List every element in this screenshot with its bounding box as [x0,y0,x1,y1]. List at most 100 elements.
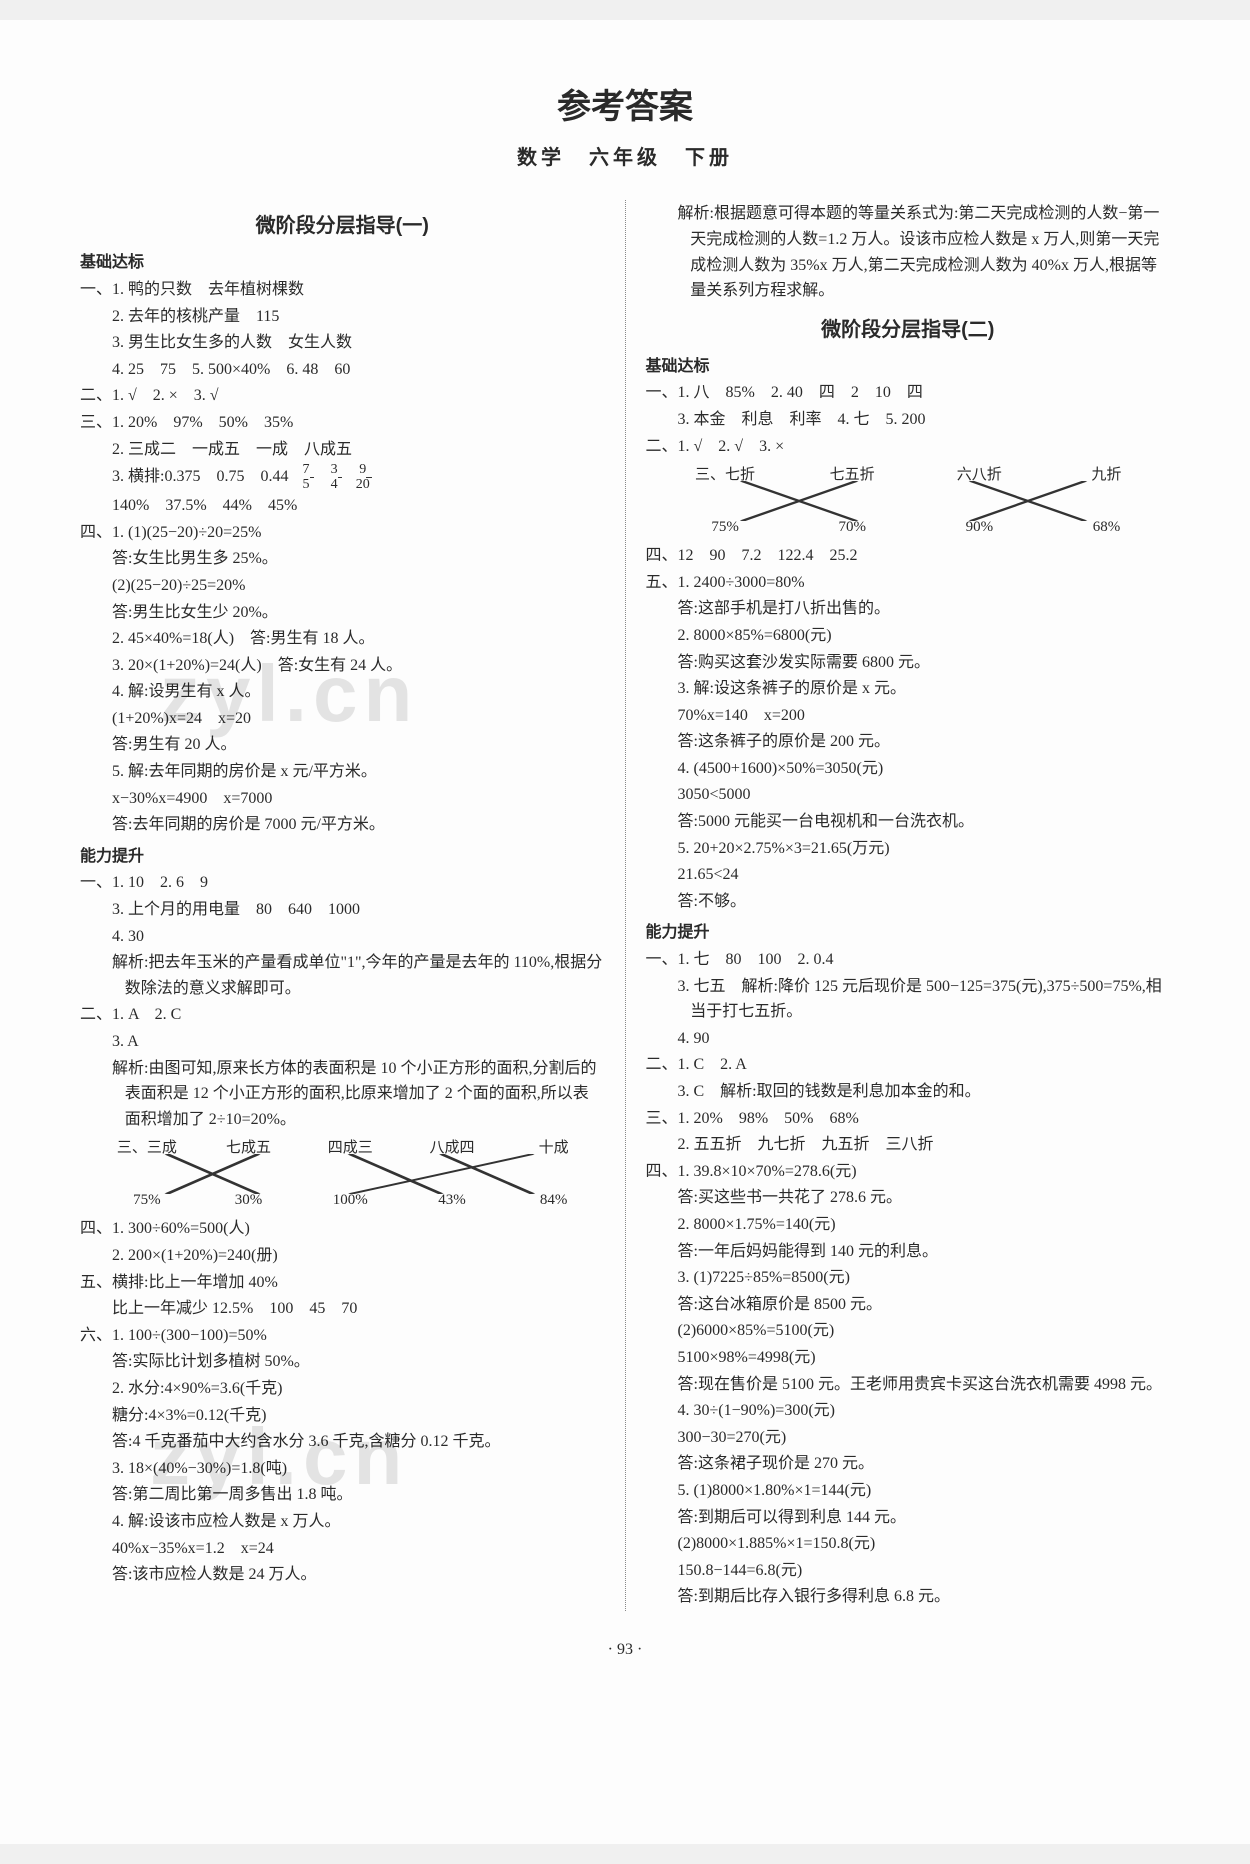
answer-line: 答:5000 元能买一台电视机和一台洗衣机。 [646,809,1171,835]
left-column: 微阶段分层指导(一) 基础达标 一、1. 鸭的只数 去年植树棵数 2. 去年的核… [80,200,605,1611]
diagram-label: 43% [401,1188,503,1212]
answer-line: 答:不够。 [646,889,1171,915]
answer-line: (2)8000×1.885%×1=150.8(元) [646,1531,1171,1557]
answer-line: 比上一年减少 12.5% 100 45 70 [80,1296,605,1322]
two-column-layout: 微阶段分层指导(一) 基础达标 一、1. 鸭的只数 去年植树棵数 2. 去年的核… [80,200,1170,1611]
answer-line: 四、1. (1)(25−20)÷20=25% [80,520,605,546]
answer-line: 答:实际比计划多植树 50%。 [80,1349,605,1375]
answer-line: 四、1. 300÷60%=500(人) [80,1216,605,1242]
answer-line: 二、1. √ 2. √ 3. × [646,434,1171,460]
heading-jichu-2: 基础达标 [646,354,1171,380]
diagram-label: 100% [299,1188,401,1212]
answer-line: 3. 男生比女生多的人数 女生人数 [80,330,605,356]
answer-line: 140% 37.5% 44% 45% [80,493,605,519]
answer-line: 答:买这些书一共花了 278.6 元。 [646,1185,1171,1211]
analysis-text: 解析:由图可知,原来长方体的表面积是 10 个小正方形的面积,分割后的表面积是 … [80,1056,605,1133]
text: 3. 七五 解析:降价 125 元后现价是 500−125=375(元),375… [678,978,1162,1021]
answer-line: x−30%x=4900 x=7000 [80,786,605,812]
answer-line: 一、1. 鸭的只数 去年植树棵数 [80,277,605,303]
answer-line: 2. 8000×85%=6800(元) [646,623,1171,649]
answer-line: 答:一年后妈妈能得到 140 元的利息。 [646,1239,1171,1265]
text: 3. 横排:0.375 0.75 0.44 [112,468,304,485]
answer-line: 三、1. 20% 97% 50% 35% [80,410,605,436]
analysis-text: 解析:把去年玉米的产量看成单位"1",今年的产量是去年的 110%,根据分数除法… [80,950,605,1001]
answer-line: 答:男生有 20 人。 [80,732,605,758]
answer-line: 2. 三成二 一成五 一成 八成五 [80,437,605,463]
heading-nengli-2: 能力提升 [646,920,1171,946]
diagram-label: 30% [198,1188,300,1212]
answer-line: 3. 横排:0.375 0.75 0.44 75 34 920 [80,463,605,492]
answer-line: 4. 解:设男生有 x 人。 [80,679,605,705]
answer-line: 4. 25 75 5. 500×40% 6. 48 60 [80,357,605,383]
fraction: 75 [310,463,314,492]
answer-line: 二、1. C 2. A [646,1052,1171,1078]
answer-line: 答:这条裤子的原价是 200 元。 [646,729,1171,755]
answer-line: 2. 45×40%=18(人) 答:男生有 18 人。 [80,626,605,652]
answer-line: 五、1. 2400÷3000=80% [646,570,1171,596]
answer-line: 答:第二周比第一周多售出 1.8 吨。 [80,1482,605,1508]
answer-line: 21.65<24 [646,862,1171,888]
answer-line: 3. A [80,1029,605,1055]
diagram-label: 75% [96,1188,198,1212]
main-title: 参考答案 [80,80,1170,134]
diagram-label: 68% [1043,515,1170,539]
diagram-bottom-row: 75% 70% 90% 68% [662,515,1171,539]
answer-line: 3. C 解析:取回的钱数是利息加本金的和。 [646,1079,1171,1105]
matching-diagram-2: 三、七折 七五折 六八折 九折 75% 70% 90% [662,463,1171,539]
page: 参考答案 数学 六年级 下册 微阶段分层指导(一) 基础达标 一、1. 鸭的只数… [0,20,1250,1844]
answer-line: (1+20%)x=24 x=20 [80,706,605,732]
answer-line: 答:现在售价是 5100 元。王老师用贵宾卡买这台洗衣机需要 4998 元。 [646,1372,1171,1398]
heading-jichu-1: 基础达标 [80,250,605,276]
answer-line: 答:购买这套沙发实际需要 6800 元。 [646,650,1171,676]
answer-line: 4. 30÷(1−90%)=300(元) [646,1398,1171,1424]
answer-line: 3. 解:设这条裤子的原价是 x 元。 [646,676,1171,702]
answer-line: 答:到期后比存入银行多得利息 6.8 元。 [646,1584,1171,1610]
answer-line: 五、横排:比上一年增加 40% [80,1270,605,1296]
matching-diagram-1: 三、三成 七成五 四成三 八成四 十成 75% [96,1136,605,1212]
answer-line: 2. 五五折 九七折 九五折 三八折 [646,1132,1171,1158]
answer-line: 答:这台冰箱原价是 8500 元。 [646,1292,1171,1318]
right-column: 解析:根据题意可得本题的等量关系式为:第二天完成检测的人数−第一天完成检测的人数… [646,200,1171,1611]
answer-line: 3. 18×(40%−30%)=1.8(吨) [80,1456,605,1482]
answer-line: 糖分:4×3%=0.12(千克) [80,1403,605,1429]
answer-line: 3. 20×(1+20%)=24(人) 答:女生有 24 人。 [80,653,605,679]
answer-line: 四、1. 39.8×10×70%=278.6(元) [646,1159,1171,1185]
diagram-label: 75% [662,515,789,539]
answer-line: 3. (1)7225÷85%=8500(元) [646,1265,1171,1291]
answer-line: 答:4 千克番茄中大约含水分 3.6 千克,含糖分 0.12 千克。 [80,1429,605,1455]
answer-line: 答:女生比男生多 25%。 [80,546,605,572]
answer-line: 答:男生比女生少 20%。 [80,600,605,626]
diagram-label: 84% [503,1188,605,1212]
answer-line: 四、12 90 7.2 122.4 25.2 [646,543,1171,569]
answer-line: 答:去年同期的房价是 7000 元/平方米。 [80,812,605,838]
section-2-title: 微阶段分层指导(二) [646,314,1171,346]
subtitle: 数学 六年级 下册 [80,142,1170,174]
diagram-label: 70% [789,515,916,539]
analysis-text: 解析:根据题意可得本题的等量关系式为:第二天完成检测的人数−第一天完成检测的人数… [646,201,1171,303]
answer-line: 2. 8000×1.75%=140(元) [646,1212,1171,1238]
diagram-bottom-row: 75% 30% 100% 43% 84% [96,1188,605,1212]
answer-line: 70%x=140 x=200 [646,703,1171,729]
answer-line: 答:这部手机是打八折出售的。 [646,596,1171,622]
answer-line: 一、1. 七 80 100 2. 0.4 [646,947,1171,973]
answer-line: 答:到期后可以得到利息 144 元。 [646,1505,1171,1531]
answer-line: 二、1. A 2. C [80,1002,605,1028]
answer-line: 5. 20+20×2.75%×3=21.65(万元) [646,836,1171,862]
answer-line: (2)(25−20)÷25=20% [80,573,605,599]
section-1-title: 微阶段分层指导(一) [80,210,605,242]
diagram-label: 90% [916,515,1043,539]
answer-line: 2. 200×(1+20%)=240(册) [80,1243,605,1269]
column-divider [625,200,626,1611]
answer-line: 4. 解:设该市应检人数是 x 万人。 [80,1509,605,1535]
answer-line: 40%x−35%x=1.2 x=24 [80,1536,605,1562]
fraction: 34 [338,463,342,492]
answer-line: 六、1. 100÷(300−100)=50% [80,1323,605,1349]
answer-line: 150.8−144=6.8(元) [646,1558,1171,1584]
answer-line: 300−30=270(元) [646,1425,1171,1451]
answer-line: 答:该市应检人数是 24 万人。 [80,1562,605,1588]
answer-line: 一、1. 10 2. 6 9 [80,870,605,896]
fraction: 920 [366,463,371,492]
answer-line: (2)6000×85%=5100(元) [646,1318,1171,1344]
answer-line: 4. 30 [80,924,605,950]
answer-line: 三、1. 20% 98% 50% 68% [646,1106,1171,1132]
